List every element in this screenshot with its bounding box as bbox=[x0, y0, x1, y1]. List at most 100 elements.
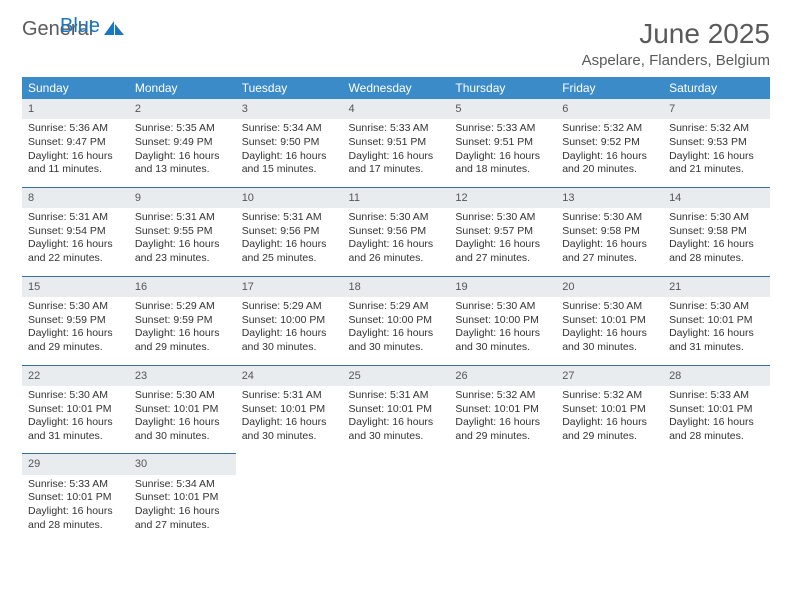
dow-row: Sunday Monday Tuesday Wednesday Thursday… bbox=[22, 77, 770, 99]
day-cell: 16Sunrise: 5:29 AMSunset: 9:59 PMDayligh… bbox=[129, 276, 236, 365]
daylight-line: Daylight: 16 hours and 30 minutes. bbox=[349, 416, 444, 443]
sunrise-line: Sunrise: 5:34 AM bbox=[242, 122, 337, 136]
sunrise-line: Sunrise: 5:30 AM bbox=[349, 211, 444, 225]
day-body: Sunrise: 5:30 AMSunset: 10:01 PMDaylight… bbox=[663, 297, 770, 365]
dow-sunday: Sunday bbox=[22, 77, 129, 99]
sunset-line: Sunset: 9:50 PM bbox=[242, 136, 337, 150]
sunset-line: Sunset: 9:56 PM bbox=[242, 225, 337, 239]
daylight-line: Daylight: 16 hours and 28 minutes. bbox=[669, 416, 764, 443]
day-number: 2 bbox=[129, 99, 236, 119]
day-body: Sunrise: 5:31 AMSunset: 9:56 PMDaylight:… bbox=[236, 208, 343, 276]
day-cell: 22Sunrise: 5:30 AMSunset: 10:01 PMDaylig… bbox=[22, 365, 129, 454]
day-body: Sunrise: 5:33 AMSunset: 9:51 PMDaylight:… bbox=[343, 119, 450, 187]
day-number: 8 bbox=[22, 187, 129, 208]
daylight-line: Daylight: 16 hours and 27 minutes. bbox=[135, 505, 230, 532]
week-row: 8Sunrise: 5:31 AMSunset: 9:54 PMDaylight… bbox=[22, 187, 770, 276]
sunset-line: Sunset: 9:54 PM bbox=[28, 225, 123, 239]
day-cell: 1Sunrise: 5:36 AMSunset: 9:47 PMDaylight… bbox=[22, 99, 129, 187]
week-row: 15Sunrise: 5:30 AMSunset: 9:59 PMDayligh… bbox=[22, 276, 770, 365]
daylight-line: Daylight: 16 hours and 30 minutes. bbox=[349, 327, 444, 354]
day-cell: 29Sunrise: 5:33 AMSunset: 10:01 PMDaylig… bbox=[22, 453, 129, 542]
sunset-line: Sunset: 9:51 PM bbox=[455, 136, 550, 150]
day-cell: 13Sunrise: 5:30 AMSunset: 9:58 PMDayligh… bbox=[556, 187, 663, 276]
day-number: 29 bbox=[22, 453, 129, 474]
day-body: Sunrise: 5:29 AMSunset: 10:00 PMDaylight… bbox=[236, 297, 343, 365]
sunrise-line: Sunrise: 5:35 AM bbox=[135, 122, 230, 136]
week-row: 29Sunrise: 5:33 AMSunset: 10:01 PMDaylig… bbox=[22, 453, 770, 542]
day-number: 5 bbox=[449, 99, 556, 119]
daylight-line: Daylight: 16 hours and 21 minutes. bbox=[669, 150, 764, 177]
daylight-line: Daylight: 16 hours and 27 minutes. bbox=[562, 238, 657, 265]
location-label: Aspelare, Flanders, Belgium bbox=[582, 52, 770, 69]
day-cell bbox=[556, 453, 663, 542]
logo-text-blue: Blue bbox=[60, 15, 100, 38]
daylight-line: Daylight: 16 hours and 18 minutes. bbox=[455, 150, 550, 177]
sunrise-line: Sunrise: 5:33 AM bbox=[349, 122, 444, 136]
day-body: Sunrise: 5:36 AMSunset: 9:47 PMDaylight:… bbox=[22, 119, 129, 187]
sunrise-line: Sunrise: 5:33 AM bbox=[28, 478, 123, 492]
sunset-line: Sunset: 10:01 PM bbox=[562, 403, 657, 417]
day-body: Sunrise: 5:30 AMSunset: 10:01 PMDaylight… bbox=[22, 386, 129, 454]
day-number: 30 bbox=[129, 453, 236, 474]
day-cell: 20Sunrise: 5:30 AMSunset: 10:01 PMDaylig… bbox=[556, 276, 663, 365]
day-body: Sunrise: 5:30 AMSunset: 9:58 PMDaylight:… bbox=[663, 208, 770, 276]
day-number: 21 bbox=[663, 276, 770, 297]
day-body: Sunrise: 5:31 AMSunset: 10:01 PMDaylight… bbox=[343, 386, 450, 454]
day-cell: 23Sunrise: 5:30 AMSunset: 10:01 PMDaylig… bbox=[129, 365, 236, 454]
day-cell bbox=[449, 453, 556, 542]
daylight-line: Daylight: 16 hours and 11 minutes. bbox=[28, 150, 123, 177]
day-number: 12 bbox=[449, 187, 556, 208]
day-number: 27 bbox=[556, 365, 663, 386]
dow-monday: Monday bbox=[129, 77, 236, 99]
sunrise-line: Sunrise: 5:30 AM bbox=[455, 300, 550, 314]
sunset-line: Sunset: 9:56 PM bbox=[349, 225, 444, 239]
daylight-line: Daylight: 16 hours and 15 minutes. bbox=[242, 150, 337, 177]
sunrise-line: Sunrise: 5:31 AM bbox=[135, 211, 230, 225]
day-number: 4 bbox=[343, 99, 450, 119]
sunset-line: Sunset: 10:00 PM bbox=[455, 314, 550, 328]
daylight-line: Daylight: 16 hours and 31 minutes. bbox=[669, 327, 764, 354]
sunrise-line: Sunrise: 5:32 AM bbox=[562, 122, 657, 136]
day-cell: 12Sunrise: 5:30 AMSunset: 9:57 PMDayligh… bbox=[449, 187, 556, 276]
title-block: June 2025 Aspelare, Flanders, Belgium bbox=[582, 18, 770, 69]
sunset-line: Sunset: 10:01 PM bbox=[28, 491, 123, 505]
day-body: Sunrise: 5:30 AMSunset: 9:58 PMDaylight:… bbox=[556, 208, 663, 276]
day-number: 9 bbox=[129, 187, 236, 208]
day-cell: 27Sunrise: 5:32 AMSunset: 10:01 PMDaylig… bbox=[556, 365, 663, 454]
sunset-line: Sunset: 9:58 PM bbox=[669, 225, 764, 239]
sunset-line: Sunset: 10:01 PM bbox=[135, 491, 230, 505]
day-number: 23 bbox=[129, 365, 236, 386]
day-body: Sunrise: 5:34 AMSunset: 10:01 PMDaylight… bbox=[129, 475, 236, 543]
day-cell: 25Sunrise: 5:31 AMSunset: 10:01 PMDaylig… bbox=[343, 365, 450, 454]
day-cell: 24Sunrise: 5:31 AMSunset: 10:01 PMDaylig… bbox=[236, 365, 343, 454]
header: General Blue June 2025 Aspelare, Flander… bbox=[22, 18, 770, 69]
day-body: Sunrise: 5:31 AMSunset: 9:55 PMDaylight:… bbox=[129, 208, 236, 276]
day-body: Sunrise: 5:33 AMSunset: 10:01 PMDaylight… bbox=[22, 475, 129, 543]
day-body: Sunrise: 5:32 AMSunset: 10:01 PMDaylight… bbox=[556, 386, 663, 454]
day-cell: 9Sunrise: 5:31 AMSunset: 9:55 PMDaylight… bbox=[129, 187, 236, 276]
daylight-line: Daylight: 16 hours and 26 minutes. bbox=[349, 238, 444, 265]
month-title: June 2025 bbox=[582, 18, 770, 50]
day-number: 28 bbox=[663, 365, 770, 386]
sunset-line: Sunset: 10:00 PM bbox=[242, 314, 337, 328]
daylight-line: Daylight: 16 hours and 29 minutes. bbox=[28, 327, 123, 354]
day-body: Sunrise: 5:30 AMSunset: 10:01 PMDaylight… bbox=[129, 386, 236, 454]
daylight-line: Daylight: 16 hours and 13 minutes. bbox=[135, 150, 230, 177]
daylight-line: Daylight: 16 hours and 17 minutes. bbox=[349, 150, 444, 177]
calendar-table: Sunday Monday Tuesday Wednesday Thursday… bbox=[22, 77, 770, 542]
day-number: 1 bbox=[22, 99, 129, 119]
sunrise-line: Sunrise: 5:30 AM bbox=[28, 389, 123, 403]
sunset-line: Sunset: 9:58 PM bbox=[562, 225, 657, 239]
day-cell: 10Sunrise: 5:31 AMSunset: 9:56 PMDayligh… bbox=[236, 187, 343, 276]
sunrise-line: Sunrise: 5:31 AM bbox=[28, 211, 123, 225]
day-body: Sunrise: 5:33 AMSunset: 10:01 PMDaylight… bbox=[663, 386, 770, 454]
sunrise-line: Sunrise: 5:30 AM bbox=[669, 211, 764, 225]
sunrise-line: Sunrise: 5:32 AM bbox=[669, 122, 764, 136]
daylight-line: Daylight: 16 hours and 31 minutes. bbox=[28, 416, 123, 443]
logo: General Blue bbox=[22, 18, 126, 38]
sunrise-line: Sunrise: 5:30 AM bbox=[455, 211, 550, 225]
daylight-line: Daylight: 16 hours and 20 minutes. bbox=[562, 150, 657, 177]
day-cell bbox=[663, 453, 770, 542]
day-body: Sunrise: 5:30 AMSunset: 9:56 PMDaylight:… bbox=[343, 208, 450, 276]
day-body: Sunrise: 5:30 AMSunset: 10:00 PMDaylight… bbox=[449, 297, 556, 365]
